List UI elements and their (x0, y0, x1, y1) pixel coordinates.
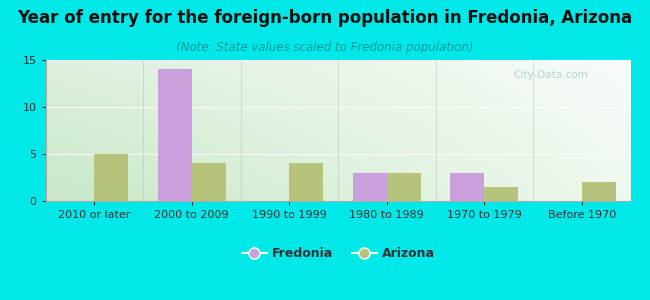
Text: Year of entry for the foreign-born population in Fredonia, Arizona: Year of entry for the foreign-born popul… (18, 9, 632, 27)
Bar (582, 182, 616, 201)
Text: (Note: State values scaled to Fredonia population): (Note: State values scaled to Fredonia p… (176, 40, 474, 53)
Bar (353, 173, 387, 201)
Text: City-Data.com: City-Data.com (514, 70, 588, 80)
Bar (94, 154, 129, 201)
Bar (484, 187, 519, 201)
Bar (450, 173, 484, 201)
Bar (289, 164, 324, 201)
Bar (387, 173, 421, 201)
Bar (157, 69, 192, 201)
Legend: Fredonia, Arizona: Fredonia, Arizona (237, 242, 439, 265)
Bar (192, 164, 226, 201)
